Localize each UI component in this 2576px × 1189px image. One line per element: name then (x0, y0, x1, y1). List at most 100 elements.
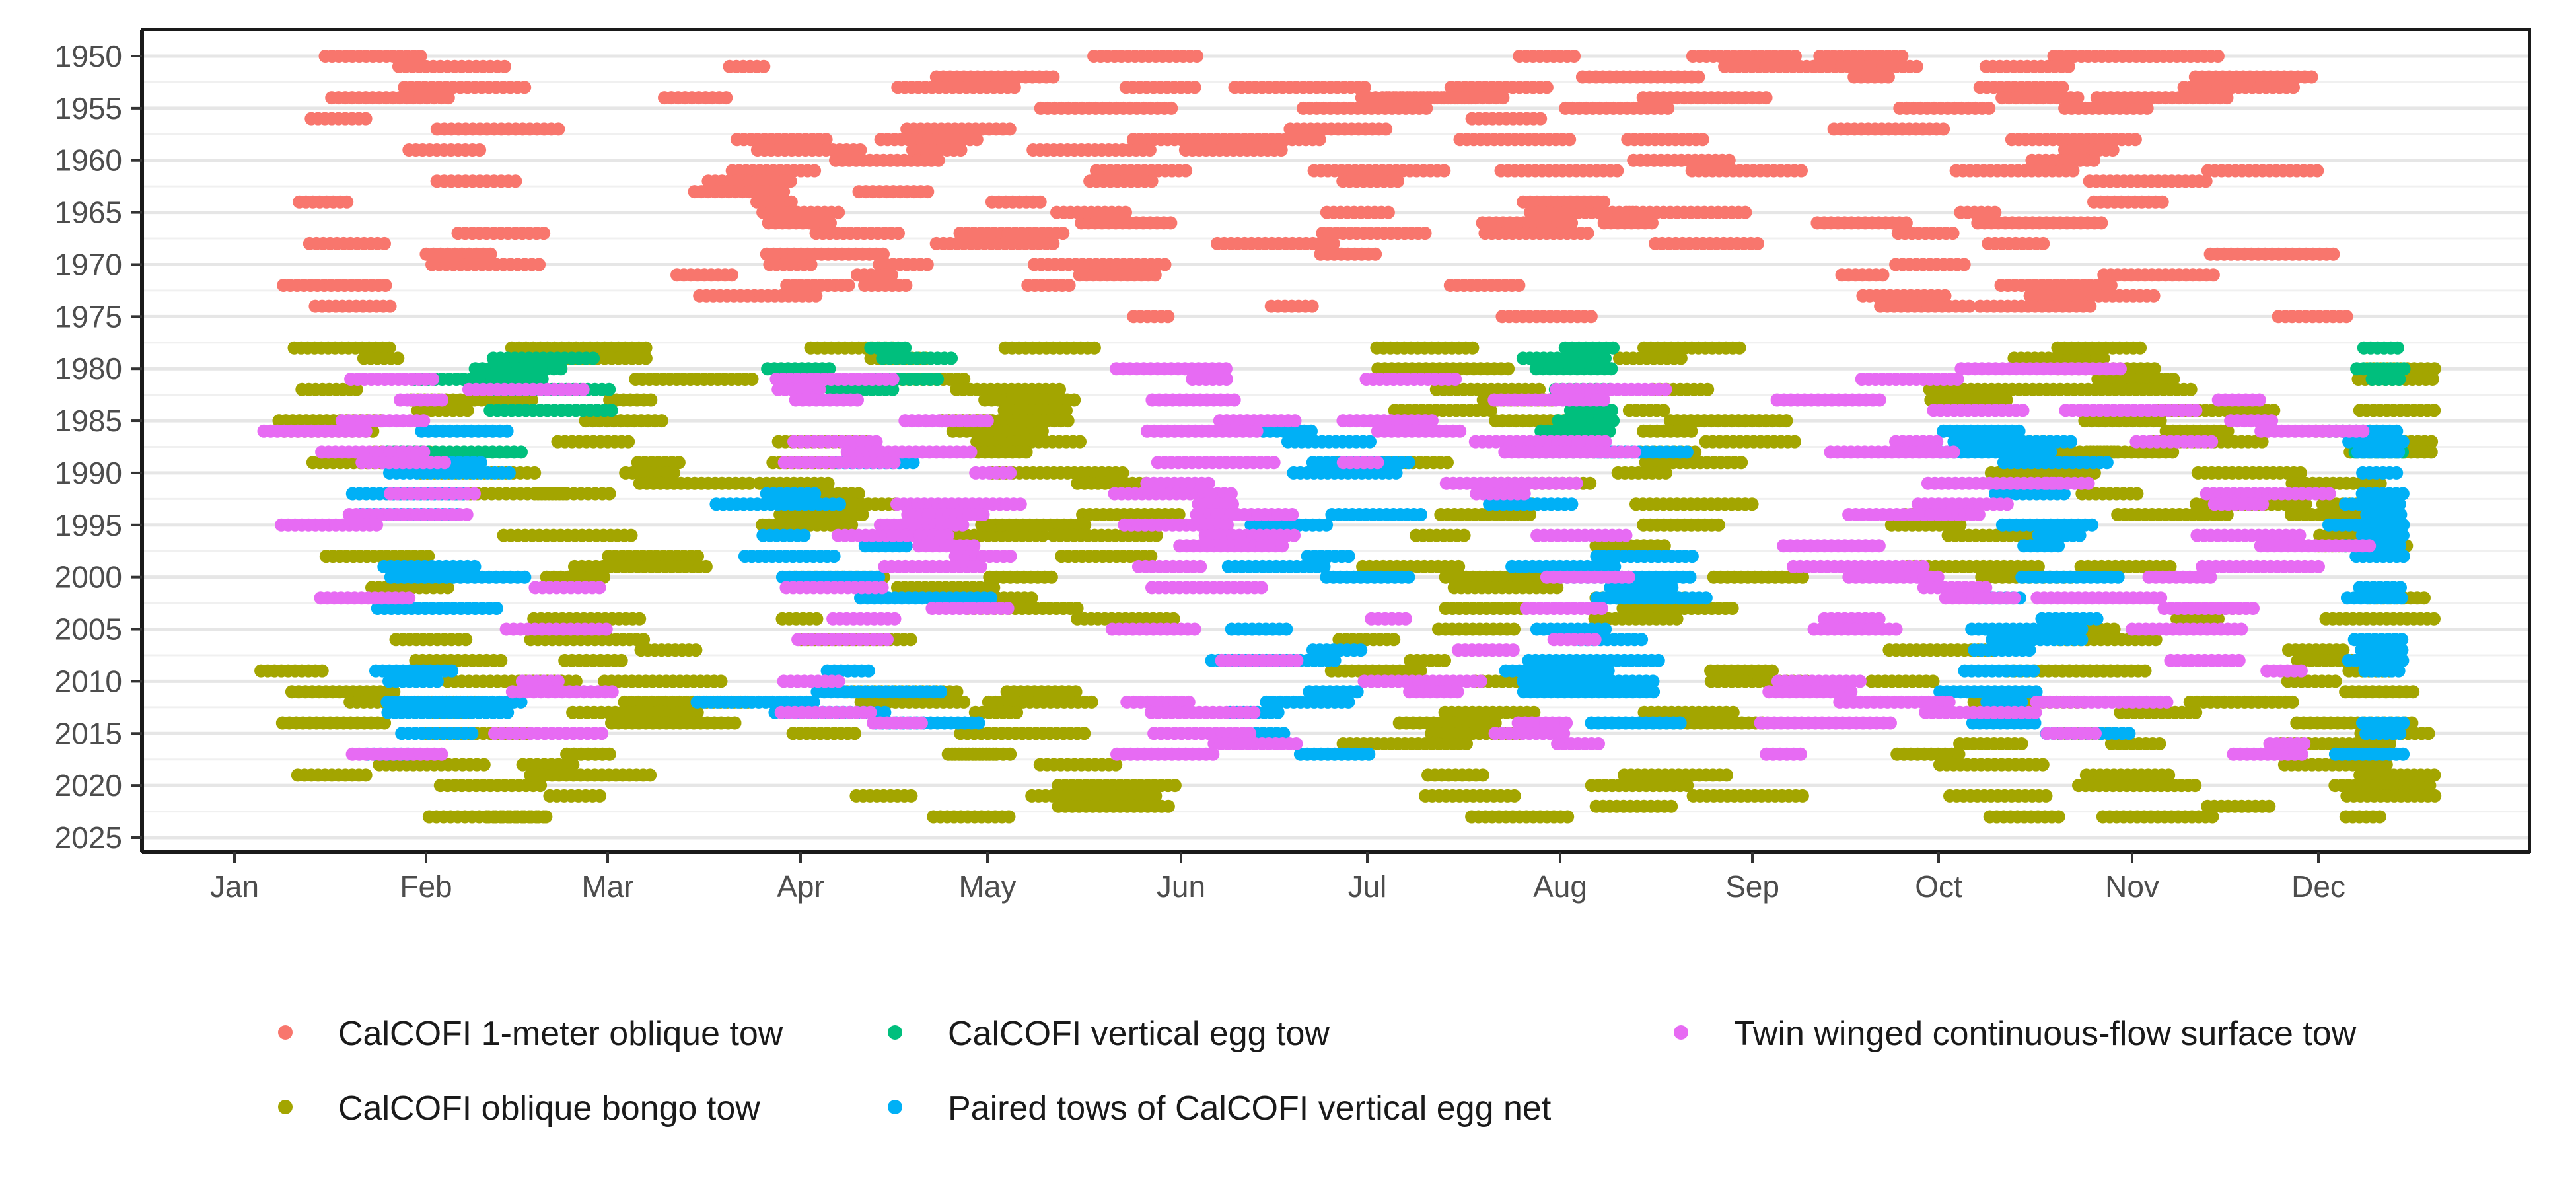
data-point (643, 768, 657, 782)
data-point (904, 789, 918, 803)
data-point (2427, 612, 2441, 626)
data-point (1661, 101, 1675, 115)
data-point (2326, 247, 2340, 261)
series-1 (254, 341, 2442, 824)
data-point (2428, 789, 2442, 803)
data-point (1512, 279, 1526, 292)
data-point (1024, 591, 1038, 605)
data-point (509, 174, 522, 188)
data-point (378, 279, 392, 292)
data-point (1438, 653, 1451, 667)
data-point (2220, 91, 2234, 105)
data-point (537, 227, 551, 240)
data-point (315, 664, 329, 678)
data-point (1696, 133, 1709, 147)
data-point (1674, 351, 1688, 365)
data-point (2036, 758, 2050, 772)
data-point (1046, 70, 1060, 84)
data-point (986, 747, 1000, 761)
data-point (2310, 164, 2324, 178)
data-point (1035, 424, 1049, 438)
data-point (518, 81, 532, 94)
data-point (383, 299, 397, 313)
data-point (1062, 279, 1076, 292)
data-point (1460, 737, 1473, 750)
data-point (1751, 236, 1764, 250)
data-point (1540, 81, 1554, 94)
data-point (1937, 122, 1950, 136)
data-point (1164, 216, 1178, 230)
data-point (884, 268, 898, 282)
data-point (2184, 382, 2198, 396)
data-point (459, 633, 473, 647)
data-point (2285, 695, 2299, 709)
data-point (1725, 602, 1739, 615)
data-point (387, 685, 401, 699)
data-point (2083, 299, 2097, 313)
data-point (441, 581, 454, 594)
data-point (1418, 227, 1432, 240)
data-point (566, 758, 580, 772)
data-point (1003, 747, 1017, 761)
data-point (714, 674, 728, 688)
data-point (1059, 404, 1073, 417)
data-point (1179, 164, 1193, 178)
data-point (569, 674, 583, 688)
data-point (1876, 268, 1890, 282)
data-point (483, 247, 497, 261)
data-point (593, 789, 607, 803)
data-point (1496, 91, 1510, 105)
data-point (2066, 164, 2080, 178)
data-point (1149, 528, 1163, 542)
data-point (349, 382, 363, 396)
data-point (1437, 164, 1451, 178)
data-point (904, 633, 917, 647)
data-point (1466, 341, 1480, 355)
data-point (1369, 247, 1382, 261)
data-point (2205, 810, 2219, 824)
data-point (1007, 81, 1021, 94)
data-point (602, 382, 616, 396)
data-point (2015, 737, 2028, 750)
data-point (899, 279, 913, 292)
data-point (719, 91, 733, 105)
data-point (382, 341, 396, 355)
data-point (824, 216, 837, 230)
data-point (809, 289, 823, 303)
data-point (528, 466, 542, 480)
data-point (639, 351, 653, 365)
data-point (2039, 789, 2053, 803)
data-point (494, 653, 508, 667)
data-point (1044, 570, 1058, 584)
data-point (602, 487, 616, 501)
data-point (391, 351, 405, 365)
data-point (1946, 227, 1960, 240)
data-point (1581, 227, 1594, 240)
data-point (931, 373, 945, 386)
data-point (1036, 528, 1050, 542)
data-point (1501, 362, 1515, 376)
data-point (757, 59, 771, 73)
data-point (1567, 50, 1581, 63)
data-point (1053, 382, 1066, 396)
data-point (1507, 622, 1521, 636)
data-point (2153, 737, 2166, 750)
data-point (783, 174, 797, 188)
data-point (2087, 153, 2100, 167)
data-point (1441, 456, 1454, 470)
data-point (2328, 674, 2342, 688)
data-point (2425, 373, 2439, 386)
data-point (2061, 59, 2075, 73)
data-point (2199, 174, 2213, 188)
data-point (1087, 341, 1101, 355)
data-point (473, 143, 487, 157)
data-point (1597, 195, 1611, 209)
data-point (1899, 216, 1913, 230)
data-point (1391, 174, 1404, 188)
data-point (1085, 695, 1098, 709)
data-point (2211, 50, 2225, 63)
data-point (832, 205, 845, 219)
data-point (957, 695, 971, 709)
data-point (819, 133, 833, 147)
